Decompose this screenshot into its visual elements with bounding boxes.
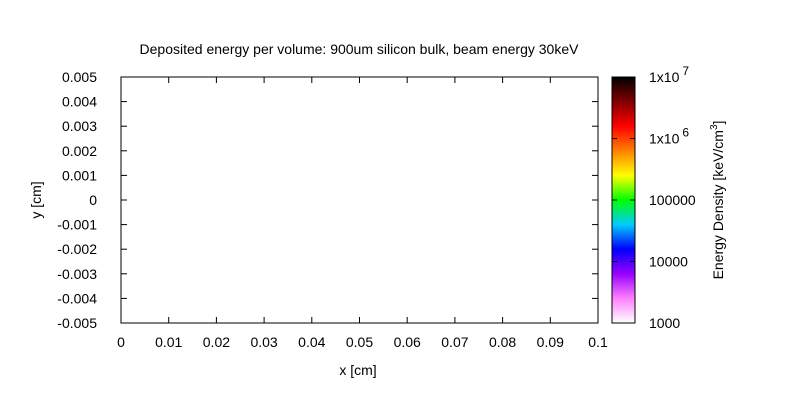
y-tick-label: 0 xyxy=(89,192,97,208)
x-tick-label: 0.1 xyxy=(588,334,608,350)
y-tick-label: 0.002 xyxy=(62,143,97,159)
chart-title: Deposited energy per volume: 900um silic… xyxy=(140,41,580,57)
x-axis-label: x [cm] xyxy=(339,362,376,378)
colorbar-label: Energy Density [keV/cm3] xyxy=(709,121,726,280)
x-tick-label: 0.09 xyxy=(537,334,564,350)
x-tick-label: 0 xyxy=(117,334,125,350)
plot-area xyxy=(120,76,599,324)
y-tick-label: -0.005 xyxy=(57,315,97,331)
colorbar-tick-label: 1000 xyxy=(649,315,680,331)
x-tick-label: 0.02 xyxy=(203,334,230,350)
y-tick-label: -0.004 xyxy=(57,290,97,306)
x-tick-label: 0.03 xyxy=(250,334,277,350)
y-tick-label: -0.002 xyxy=(57,241,97,257)
y-tick-label: 0.003 xyxy=(62,118,97,134)
x-tick-label: 0.01 xyxy=(155,334,182,350)
x-tick-label: 0.08 xyxy=(489,334,516,350)
x-tick-label: 0.04 xyxy=(298,334,325,350)
y-axis-ticks: 0.005 0.004 0.003 0.002 0.001 0 -0.001 -0.002 -0… xyxy=(57,69,598,331)
y-tick-label: -0.003 xyxy=(57,266,97,282)
colorbar-tick-label: 10000 xyxy=(649,254,688,270)
x-tick-label: 0.05 xyxy=(346,334,373,350)
x-axis-ticks: 0 0.01 0.02 0.03 0.04 0.05 0.06 0.07 0.08 0.09 0.1 xyxy=(117,77,608,350)
y-tick-label: 0.001 xyxy=(62,167,97,183)
y-tick-label: 0.005 xyxy=(62,69,97,85)
y-tick-label: 0.004 xyxy=(62,94,97,110)
colorbar-tick-label: 100000 xyxy=(649,192,696,208)
x-tick-label: 0.06 xyxy=(394,334,421,350)
y-tick-label: -0.001 xyxy=(57,217,97,233)
x-tick-label: 0.07 xyxy=(441,334,468,350)
y-axis-label: y [cm] xyxy=(28,181,44,218)
colorbar-tick-label: 1x10 6 xyxy=(649,126,689,147)
colorbar-ticks: 1x10 7 1x10 6 100000 10000 1000 xyxy=(612,64,696,331)
colorbar-tick-label: 1x10 7 xyxy=(649,64,689,85)
